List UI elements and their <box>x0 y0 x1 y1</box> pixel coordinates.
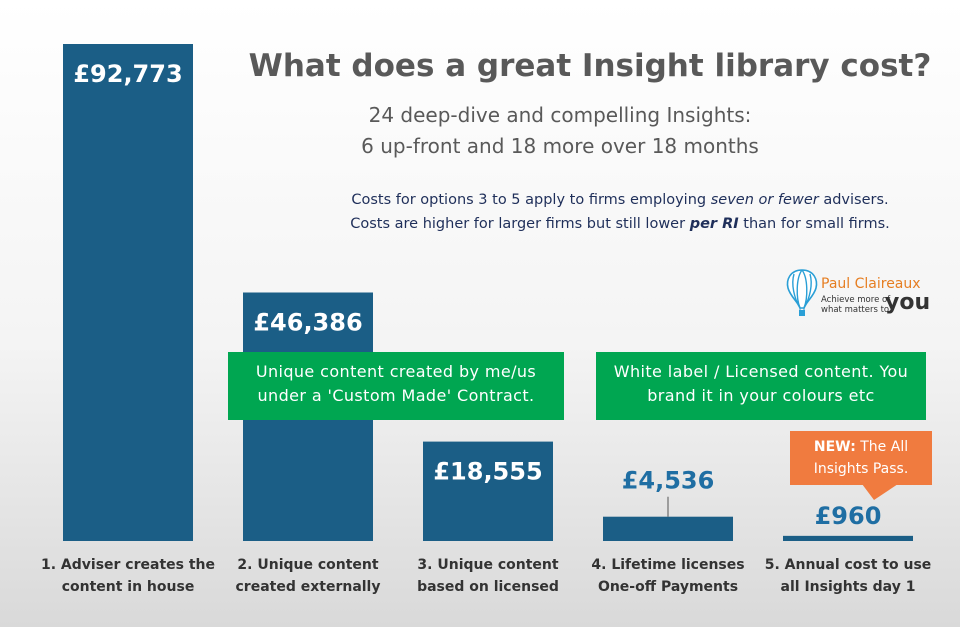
note-line-2-a: Costs are higher for larger firms but st… <box>350 216 690 232</box>
category-label-5-line-2: all Insights day 1 <box>780 579 916 595</box>
logo-you: you <box>885 290 931 315</box>
category-label-2-line-2: created externally <box>235 579 381 595</box>
balloon-icon <box>786 269 818 316</box>
promo-callout-tail <box>862 484 898 500</box>
bar-5 <box>783 535 913 541</box>
value-label-1: £92,773 <box>73 60 182 88</box>
logo-name: Paul Claireaux <box>821 276 921 292</box>
category-label-2: 2. Unique content created externally <box>218 554 398 598</box>
category-label-4-line-2: One-off Payments <box>597 579 739 595</box>
bar-4 <box>603 516 733 541</box>
category-label-4: 4. Lifetime licenses One-off Payments <box>578 554 758 598</box>
value-label-2: £46,386 <box>253 309 362 337</box>
category-label-3-line-1: 3. Unique content <box>417 557 559 573</box>
value-label-4: £4,536 <box>622 467 715 495</box>
bar-1 <box>63 44 193 541</box>
category-label-3: 3. Unique content based on licensed <box>398 554 578 598</box>
category-label-1-line-2: content in house <box>61 579 195 595</box>
subtitle-line-1: 24 deep-dive and compelling Insights: <box>368 103 752 127</box>
white-label-callout: White label / Licensed content. You bran… <box>596 352 926 420</box>
note-line-2: Costs are higher for larger firms but st… <box>300 212 940 236</box>
category-label-4-line-1: 4. Lifetime licenses <box>591 557 745 573</box>
promo-new-label: NEW: <box>813 439 856 455</box>
category-label-1-line-1: 1. Adviser creates the <box>40 557 215 573</box>
category-label-2-line-1: 2. Unique content <box>237 557 379 573</box>
note-line-2-b: than for small firms. <box>738 216 890 232</box>
value-label-3: £18,555 <box>433 458 542 486</box>
note-line-1-emphasis: seven or fewer <box>710 192 819 208</box>
category-label-5: 5. Annual cost to use all Insights day 1 <box>758 554 938 598</box>
pricing-note: Costs for options 3 to 5 apply to firms … <box>300 188 940 236</box>
subtitle: 24 deep-dive and compelling Insights: 6 … <box>330 100 790 162</box>
brand-logo: Paul Claireaux Achieve more of what matt… <box>785 268 935 322</box>
custom-made-callout: Unique content created by me/us under a … <box>228 352 564 420</box>
all-insights-pass-callout: NEW: The All Insights Pass. <box>790 431 932 485</box>
note-line-1-a: Costs for options 3 to 5 apply to firms … <box>351 192 711 208</box>
note-line-1-b: advisers. <box>818 192 889 208</box>
value-label-5: £960 <box>815 502 882 530</box>
subtitle-line-2: 6 up-front and 18 more over 18 months <box>361 134 759 158</box>
page-title: What does a great Insight library cost? <box>248 48 932 84</box>
note-line-2-emphasis: per RI <box>689 216 739 232</box>
category-label-1: 1. Adviser creates the content in house <box>38 554 218 598</box>
promo-text: The All Insights Pass. <box>813 439 909 477</box>
bar-3 <box>423 441 553 541</box>
logo-tagline: Achieve more of what matters to <box>821 295 891 315</box>
note-line-1: Costs for options 3 to 5 apply to firms … <box>300 188 940 212</box>
category-label-5-line-1: 5. Annual cost to use <box>764 557 932 573</box>
category-label-3-line-2: based on licensed <box>417 579 559 595</box>
